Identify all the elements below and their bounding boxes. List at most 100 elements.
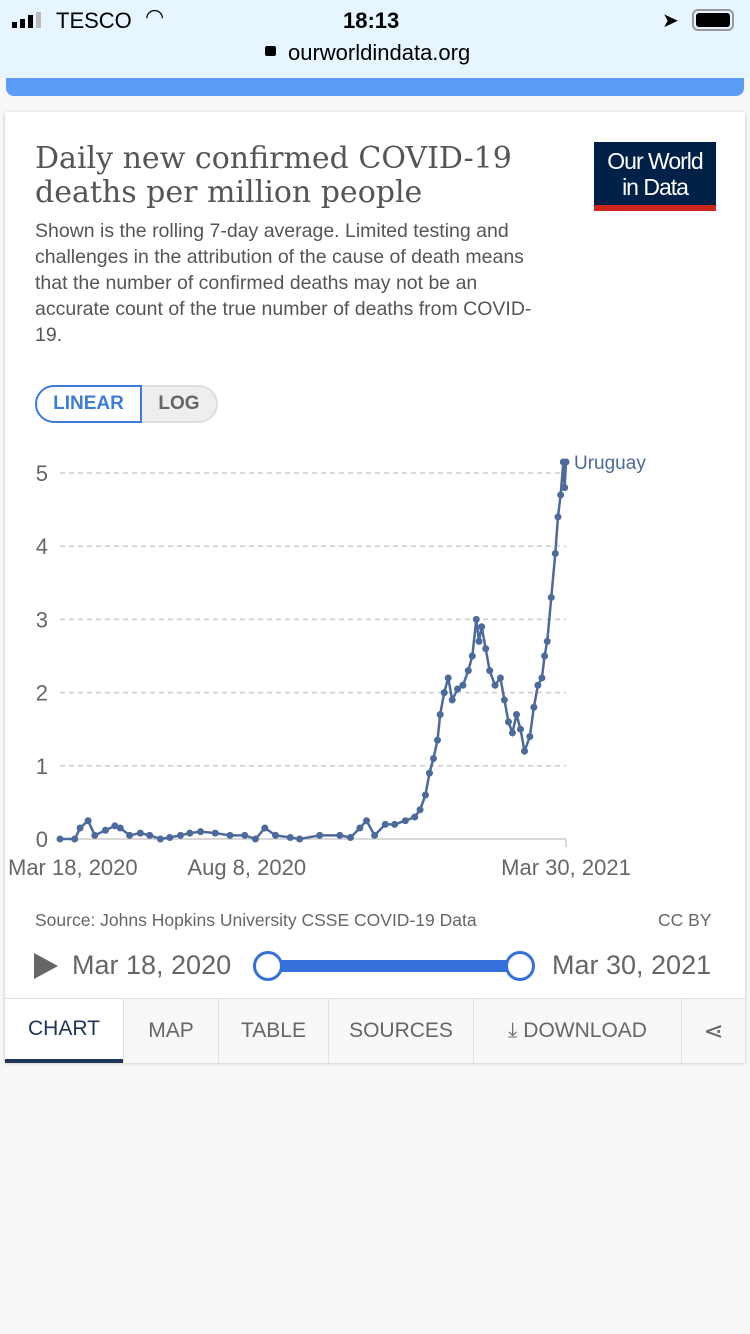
data-point bbox=[425, 769, 433, 777]
data-point bbox=[272, 831, 280, 839]
data-point bbox=[486, 667, 494, 675]
data-point bbox=[146, 831, 154, 839]
license-link[interactable]: CC BY bbox=[658, 910, 712, 930]
data-point bbox=[241, 831, 249, 839]
data-point bbox=[156, 835, 164, 843]
play-icon[interactable] bbox=[34, 953, 58, 979]
data-point bbox=[472, 615, 480, 623]
line-chart: 0 1 2 3 4 5 Mar 18, 2020 Aug 8, 2020 Mar 30, 202… bbox=[8, 453, 646, 880]
tab-table[interactable]: TABLE bbox=[218, 999, 328, 1063]
data-point bbox=[111, 822, 119, 830]
data-point bbox=[102, 826, 110, 834]
y-tick-label: 0 bbox=[36, 827, 48, 852]
tab-download-label: DOWNLOAD bbox=[523, 1019, 647, 1042]
linear-toggle[interactable]: LINEAR bbox=[35, 385, 142, 423]
data-point bbox=[547, 593, 555, 601]
data-point bbox=[251, 835, 259, 843]
tab-map[interactable]: MAP bbox=[123, 999, 218, 1063]
status-bar: TESCO ◠ 18:13 ➤ ourworldindata.org bbox=[0, 0, 750, 78]
data-point bbox=[381, 820, 389, 828]
data-point bbox=[468, 652, 476, 660]
chart-subtitle: Shown is the rolling 7-day average. Limi… bbox=[35, 220, 532, 346]
data-point bbox=[561, 484, 569, 492]
data-point bbox=[448, 696, 456, 704]
data-point bbox=[166, 834, 174, 842]
data-point bbox=[126, 831, 134, 839]
data-point bbox=[543, 637, 551, 645]
data-point bbox=[116, 824, 124, 832]
data-point bbox=[433, 736, 441, 744]
data-point bbox=[226, 831, 234, 839]
y-tick-label: 3 bbox=[36, 607, 48, 632]
timeline-start-handle[interactable] bbox=[253, 951, 283, 981]
download-icon: ⤓ bbox=[508, 1019, 518, 1042]
carrier: TESCO bbox=[56, 8, 132, 33]
battery-icon bbox=[692, 9, 734, 31]
data-point bbox=[356, 824, 364, 832]
timeline-end-handle[interactable] bbox=[505, 951, 535, 981]
data-point bbox=[316, 831, 324, 839]
data-point bbox=[521, 747, 529, 755]
wifi-icon: ◠ bbox=[145, 4, 165, 29]
lock-icon bbox=[265, 46, 276, 56]
y-tick-label: 4 bbox=[36, 534, 48, 559]
tab-bar: CHART MAP TABLE SOURCES ⤓ DOWNLOAD ⋖ bbox=[5, 998, 745, 1063]
tab-download[interactable]: ⤓ DOWNLOAD bbox=[473, 999, 681, 1063]
data-point bbox=[530, 703, 538, 711]
timeline-track[interactable] bbox=[268, 960, 520, 972]
data-point bbox=[296, 835, 304, 843]
owid-logo[interactable]: Our World in Data bbox=[594, 142, 716, 211]
data-point bbox=[459, 681, 467, 689]
data-point bbox=[475, 637, 483, 645]
data-point bbox=[491, 681, 499, 689]
data-point bbox=[186, 829, 194, 837]
data-point bbox=[440, 689, 448, 697]
data-point bbox=[429, 754, 437, 762]
data-point bbox=[526, 733, 534, 741]
data-point bbox=[562, 458, 570, 466]
data-point bbox=[444, 674, 452, 682]
timeline-end-date: Mar 30, 2021 bbox=[552, 950, 712, 980]
data-point bbox=[454, 685, 462, 693]
data-point bbox=[91, 831, 99, 839]
data-point bbox=[508, 729, 516, 737]
url[interactable]: ourworldindata.org bbox=[288, 40, 471, 65]
location-icon: ➤ bbox=[662, 10, 679, 32]
data-point bbox=[512, 711, 520, 719]
x-tick-label: Mar 30, 2021 bbox=[501, 855, 631, 880]
data-point bbox=[176, 831, 184, 839]
data-point bbox=[401, 817, 409, 825]
data-point bbox=[436, 711, 444, 719]
share-button[interactable]: ⋖ bbox=[681, 999, 745, 1063]
data-point bbox=[261, 824, 269, 832]
clock: 18:13 bbox=[343, 8, 400, 33]
x-tick-label: Mar 18, 2020 bbox=[8, 855, 138, 880]
data-point bbox=[363, 817, 371, 825]
log-toggle[interactable]: LOG bbox=[142, 385, 218, 423]
tab-chart[interactable]: CHART bbox=[5, 999, 123, 1063]
tab-sources[interactable]: SOURCES bbox=[328, 999, 473, 1063]
data-point bbox=[496, 674, 504, 682]
signal-icon bbox=[12, 12, 48, 28]
data-point bbox=[411, 813, 419, 821]
y-tick-label: 5 bbox=[36, 461, 48, 486]
data-point bbox=[534, 681, 542, 689]
data-point bbox=[211, 829, 219, 837]
data-point bbox=[371, 831, 379, 839]
chart-card bbox=[5, 112, 745, 1062]
data-point bbox=[197, 828, 205, 836]
series-label: Uruguay bbox=[574, 453, 646, 474]
share-icon: ⋖ bbox=[703, 1017, 724, 1045]
data-point bbox=[76, 824, 84, 832]
data-point bbox=[336, 831, 344, 839]
data-point bbox=[56, 835, 64, 843]
source-text[interactable]: Source: Johns Hopkins University CSSE CO… bbox=[35, 910, 477, 930]
data-point bbox=[71, 835, 79, 843]
timeline-start-date: Mar 18, 2020 bbox=[72, 950, 232, 980]
series-line bbox=[60, 461, 568, 841]
data-point bbox=[136, 829, 144, 837]
data-point bbox=[421, 791, 429, 799]
data-point bbox=[500, 696, 508, 704]
data-point bbox=[346, 834, 354, 842]
y-tick-label: 2 bbox=[36, 681, 48, 706]
